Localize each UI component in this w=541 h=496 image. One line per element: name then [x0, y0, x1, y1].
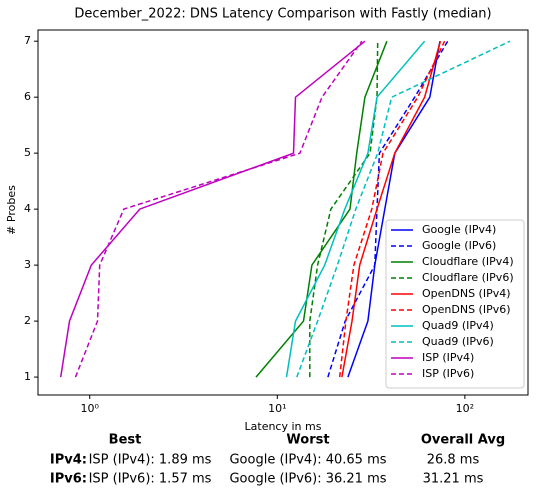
table-header: Overall Avg: [421, 433, 505, 448]
series-line: [347, 41, 441, 378]
y-tick-label: 3: [24, 258, 31, 271]
series-line: [341, 40, 442, 378]
legend-label: OpenDNS (IPv4): [422, 287, 511, 300]
series-line: [59, 40, 366, 378]
series-line: [255, 40, 388, 378]
y-axis-label: # Probes: [5, 185, 18, 235]
table-header: Best: [109, 433, 142, 448]
y-tick-label: 1: [24, 370, 31, 383]
legend-box: [385, 219, 525, 389]
row-label: IPv4:: [50, 453, 87, 468]
table-cell: ISP (IPv6): 1.57 ms: [89, 472, 212, 487]
table-cell: 26.8 ms: [427, 453, 480, 468]
row-label: IPv6:: [50, 472, 87, 487]
legend-label: ISP (IPv6): [422, 367, 474, 380]
legend-label: Cloudflare (IPv6): [422, 271, 514, 284]
series-line: [309, 41, 379, 378]
y-tick-label: 2: [24, 314, 31, 327]
x-tick-label: 10¹: [268, 402, 286, 415]
y-tick-label: 4: [24, 202, 31, 215]
y-tick-label: 5: [24, 146, 31, 159]
table-header: Worst: [286, 433, 329, 448]
table-cell: Google (IPv6): 36.21 ms: [229, 472, 386, 487]
table-cell: Google (IPv4): 40.65 ms: [229, 453, 386, 468]
chart-title: December_2022: DNS Latency Comparison wi…: [74, 7, 491, 22]
table-cell: ISP (IPv4): 1.89 ms: [89, 453, 212, 468]
series-line: [338, 40, 446, 378]
x-axis-label: Latency in ms: [245, 420, 322, 433]
x-tick-label: 10²: [456, 402, 474, 415]
legend-label: ISP (IPv4): [422, 351, 474, 364]
x-tick-label: 10⁰: [81, 402, 100, 415]
y-tick-label: 6: [24, 90, 31, 103]
legend-label: Quad9 (IPv4): [422, 319, 494, 332]
y-tick-label: 7: [24, 34, 31, 47]
legend-label: Cloudflare (IPv4): [422, 255, 514, 268]
series-line: [285, 40, 426, 378]
table-cell: 31.21 ms: [423, 472, 484, 487]
series-line: [74, 40, 363, 378]
legend-label: Google (IPv6): [422, 239, 496, 252]
legend-label: Google (IPv4): [422, 223, 496, 236]
legend-label: OpenDNS (IPv6): [422, 303, 511, 316]
plot-frame: [37, 29, 529, 396]
legend-label: Quad9 (IPv6): [422, 335, 494, 348]
series-line: [296, 40, 511, 378]
